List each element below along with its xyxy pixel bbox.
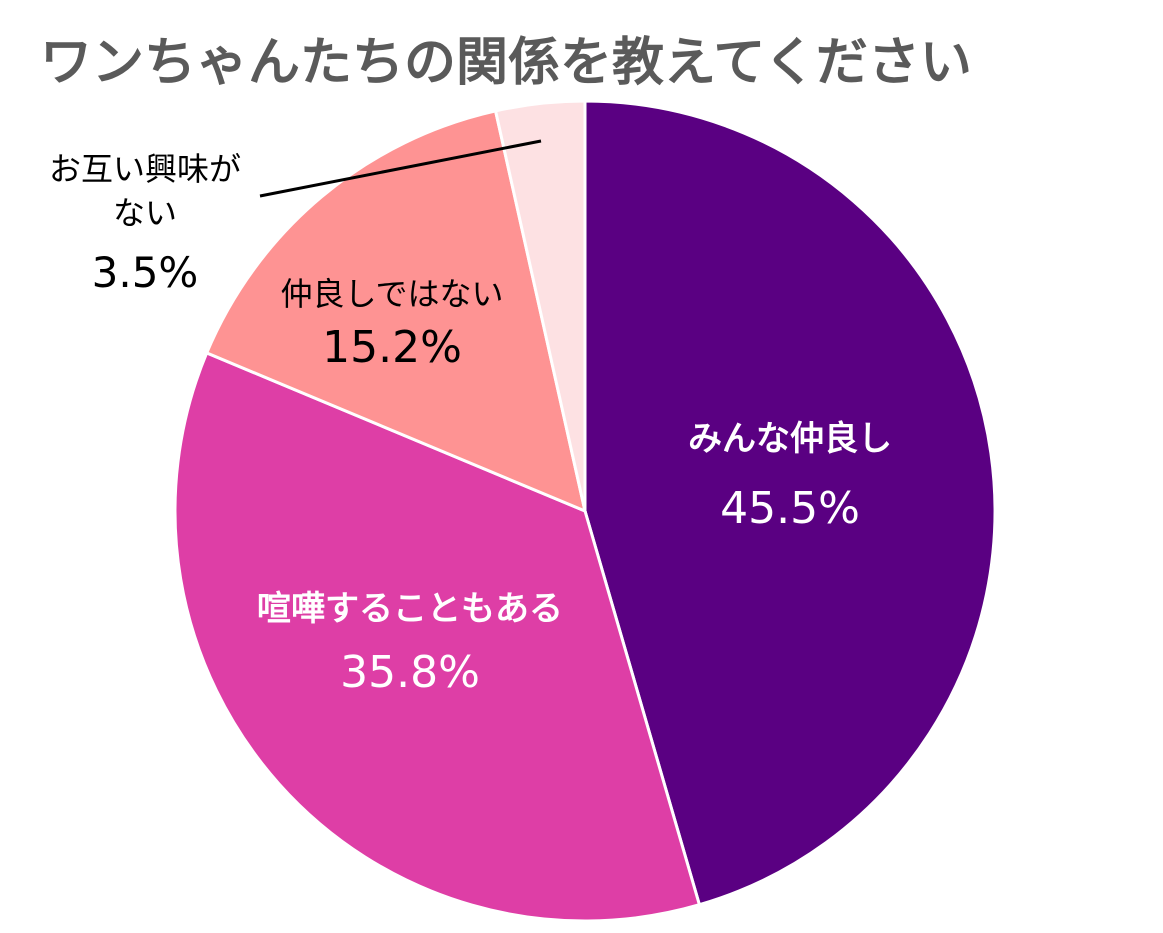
chart-title: ワンちゃんたちの関係を教えてください: [40, 33, 972, 93]
slice-value-2: 35.8%: [340, 647, 480, 698]
slice-label-4-line-2: ない: [113, 194, 177, 232]
pie-slice-4: [493, 99, 587, 512]
slice-value-4: 3.5%: [92, 248, 199, 297]
slice-value-1: 45.5%: [720, 483, 860, 534]
pie-slice-2: [173, 350, 702, 923]
slice-value-3: 15.2%: [322, 322, 462, 373]
slice-label-4-line-1: お互い興味が: [49, 150, 241, 188]
slice-label-1: みんな仲良し: [688, 419, 892, 459]
pie-slice-1: [583, 99, 997, 907]
slice-label-3: 仲良しではない: [280, 275, 503, 313]
slice-label-2: 喧嘩することもある: [257, 589, 563, 629]
leader-line-4: [259, 139, 542, 198]
pie-slice-3: [204, 109, 588, 514]
